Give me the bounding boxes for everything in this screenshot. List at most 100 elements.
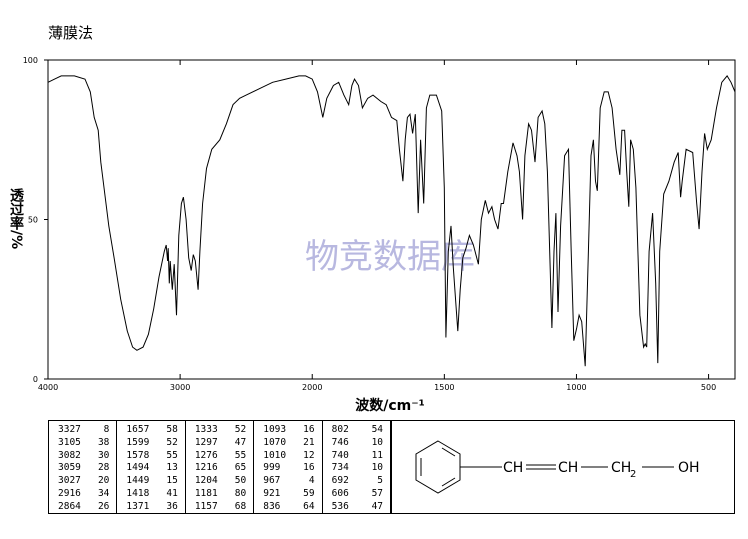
peak-intensity: 38	[97, 436, 110, 448]
peak-wavenumber: 1494	[126, 462, 150, 474]
peak-row: 1204 50	[186, 475, 253, 488]
bond	[441, 477, 456, 487]
peak-intensity: 10	[371, 462, 384, 474]
peak-wavenumber: 3059	[58, 462, 81, 474]
peak-row: 1070 21	[254, 437, 321, 450]
peak-intensity: 52	[234, 424, 247, 435]
peak-row: 606 57	[323, 488, 390, 501]
x-tick-label: 2000	[302, 383, 322, 392]
peak-intensity: 12	[303, 449, 315, 461]
y-axis-label: 透过率/%	[8, 188, 24, 250]
peak-intensity: 16	[303, 462, 315, 474]
peak-intensity: 36	[166, 500, 178, 512]
peak-wavenumber: 1070	[263, 436, 287, 448]
peak-row: 1333 52	[186, 424, 253, 437]
peak-intensity: 5	[377, 475, 384, 487]
peak-intensity: 10	[371, 436, 384, 448]
peak-wavenumber: 692	[331, 475, 349, 487]
peak-intensity: 52	[166, 436, 178, 448]
peak-row: 1181 80	[186, 488, 253, 501]
peak-wavenumber: 3082	[58, 449, 81, 461]
peak-intensity: 54	[371, 424, 384, 435]
peak-intensity: 68	[234, 500, 247, 512]
peak-intensity: 13	[166, 462, 178, 474]
peak-wavenumber: 1333	[194, 424, 218, 435]
group-label: OH	[678, 460, 700, 476]
peak-row: 2916 34	[49, 488, 116, 501]
peak-wavenumber: 536	[331, 500, 349, 512]
peak-row: 967 4	[254, 475, 321, 488]
peak-row: 1093 16	[254, 424, 321, 437]
subscript: 2	[630, 469, 636, 480]
peak-row: 734 10	[323, 462, 390, 475]
peak-intensity: 28	[97, 462, 110, 474]
peak-row: 2864 26	[49, 501, 116, 514]
bond	[441, 447, 456, 457]
peak-row: 3327 8	[49, 424, 116, 437]
peak-intensity: 65	[234, 462, 247, 474]
peak-intensity: 4	[308, 475, 315, 487]
peak-intensity: 64	[303, 500, 315, 512]
peak-group: 1093 16 1070 21 1010 12 999 16 967 4 921 59 836 64	[254, 421, 323, 513]
peak-row: 692 5	[323, 475, 390, 488]
peak-intensity: 30	[97, 449, 110, 461]
peak-intensity: 59	[303, 487, 315, 499]
peak-row: 1216 65	[186, 462, 253, 475]
peak-wavenumber: 836	[263, 500, 281, 512]
peak-wavenumber: 740	[331, 449, 349, 461]
peak-row: 802 54	[323, 424, 390, 437]
peak-row: 921 59	[254, 488, 321, 501]
peak-row: 1418 41	[117, 488, 184, 501]
x-tick-label: 3000	[170, 383, 190, 392]
peak-intensity: 41	[166, 487, 178, 499]
peak-wavenumber: 921	[263, 487, 281, 499]
peak-row: 3059 28	[49, 462, 116, 475]
peak-row: 740 11	[323, 450, 390, 463]
x-tick-label: 1000	[566, 383, 586, 392]
x-tick-label: 500	[701, 383, 716, 392]
peak-wavenumber: 1657	[126, 424, 150, 435]
group-label: CH	[611, 460, 631, 476]
group-label: CH	[503, 460, 523, 476]
peak-intensity: 26	[97, 500, 110, 512]
peak-wavenumber: 2916	[58, 487, 81, 499]
watermark: 物竞数据库	[305, 237, 475, 277]
y-tick-label: 0	[33, 375, 38, 384]
peak-wavenumber: 606	[331, 487, 349, 499]
peak-wavenumber: 746	[331, 436, 349, 448]
peak-intensity: 20	[97, 475, 110, 487]
peak-row: 1494 13	[117, 462, 184, 475]
x-axis-label: 波数/cm⁻¹	[355, 397, 425, 414]
peak-wavenumber: 1418	[126, 487, 150, 499]
peak-wavenumber: 1010	[263, 449, 287, 461]
benzene-ring	[415, 440, 461, 494]
peak-wavenumber: 734	[331, 462, 349, 474]
peak-wavenumber: 3027	[58, 475, 81, 487]
structure-drawing: CH CH CH 2 OH	[415, 440, 700, 494]
peak-row: 1449 15	[117, 475, 184, 488]
peak-intensity: 34	[97, 487, 110, 499]
peak-group: 1333 52 1297 47 1276 55 1216 65 1204 50 1181 80 1157…	[186, 421, 255, 514]
peak-intensity: 58	[166, 424, 178, 435]
peak-group: 1657 58 1599 52 1578 55 1494 13 1449 15 1418 41 1371…	[117, 421, 186, 513]
peak-wavenumber: 1204	[194, 475, 218, 487]
peak-wavenumber: 1578	[126, 449, 150, 461]
peak-intensity: 55	[166, 449, 178, 461]
peak-intensity: 8	[103, 424, 110, 435]
peak-wavenumber: 802	[331, 424, 349, 435]
peak-wavenumber: 1297	[194, 436, 218, 448]
peak-intensity: 47	[371, 500, 384, 512]
peak-row: 3027 20	[49, 475, 116, 488]
peak-wavenumber: 3105	[58, 436, 81, 448]
peak-row: 1599 52	[117, 437, 184, 450]
peak-row: 1157 68	[186, 501, 253, 514]
peak-row: 3082 30	[49, 450, 116, 463]
peak-intensity: 50	[234, 475, 247, 487]
peak-wavenumber: 967	[263, 475, 281, 487]
peak-row: 999 16	[254, 462, 321, 475]
peak-wavenumber: 3327	[58, 424, 81, 435]
peak-group: 802 54 746 10 740 11 734 10 692 5 606 57 536 47	[323, 421, 392, 513]
structure: CH CH CH 2 OH	[391, 420, 735, 514]
peak-wavenumber: 999	[263, 462, 281, 474]
